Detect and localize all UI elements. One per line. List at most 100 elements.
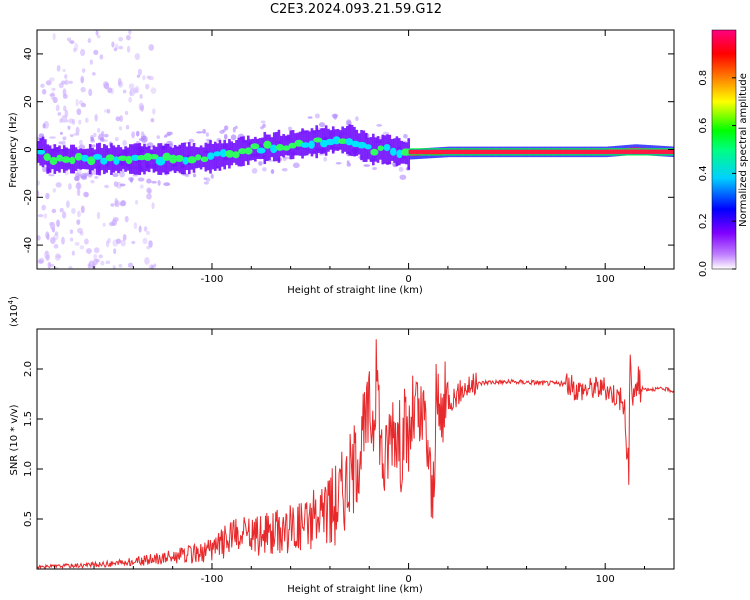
spectrogram-core-blob [105,154,115,162]
spectrogram-speckle [42,166,47,173]
spectrogram-speckle [205,132,209,137]
spectrogram-core-blob [250,143,260,150]
spectrogram-speckle [112,239,119,247]
spectrogram-speckle [125,125,130,130]
spectrogram-speckle [110,203,115,207]
spectrogram-speckle [87,38,92,44]
spectrogram-speckle [50,236,56,244]
spectrogram-core-blob [232,151,240,159]
spectrogram-speckle [136,74,141,78]
spectrogram-speckle [51,87,56,91]
spectrogram-speckle [138,102,144,111]
spectrogram-carrier-edge [408,148,674,150]
spectrogram-speckle [127,262,134,268]
spectrogram-speckle [132,87,139,94]
snr-x-tick-label: 100 [596,574,615,585]
spectrogram-speckle [98,254,103,259]
spectrogram-speckle [75,98,79,107]
spectrogram-core-blob [270,144,278,154]
spectrogram-core-blob [383,143,391,152]
spectrogram-speckle [69,40,75,45]
spectrogram-speckle [59,207,64,213]
spectrogram-speckle [65,119,69,123]
spectrogram-speckle [59,118,63,124]
spectrogram-core-blob [213,151,221,157]
spectrogram-speckle [166,131,173,136]
spectrogram-band [395,136,399,166]
spectrogram-speckle [133,222,138,230]
spectrogram-speckle [37,235,41,241]
spectrogram-speckle [192,173,197,178]
spectrogram-speckle [99,54,104,60]
snr-panel: -100 0 100 0.5 1.0 1.5 2.0 Height of straight … [7,296,675,595]
spectrogram-speckle [114,200,120,208]
spectrogram-speckle [128,96,133,103]
spectrogram-speckle [80,48,86,57]
spectrogram-speckle [96,127,101,133]
spectrogram-speckle [84,238,89,245]
spectrogram-speckle [71,250,75,256]
spectrogram-speckle [146,230,150,235]
spectrogram-speckle [112,173,119,178]
spectrogram-core-blob [308,140,315,149]
spectrogram-speckle [292,162,300,169]
spectrogram-speckle [64,79,69,86]
spectrogram-y-tick-label: -20 [23,189,34,205]
spectrogram-speckle [203,181,209,185]
spectrogram-speckle [52,188,57,193]
spectrogram-speckle [93,253,98,260]
spectrogram-speckle [195,131,203,134]
spectrogram-speckle [148,240,153,248]
spectrogram-speckle [346,160,350,164]
spectrogram-speckle [90,135,94,140]
spectrogram-speckle [38,257,45,264]
spectrogram-core-blob [80,154,89,162]
spectrogram-speckle [143,226,148,232]
spectrogram-speckle [37,259,44,264]
spectrogram-speckle [48,77,55,82]
spectrogram-speckle [44,250,49,255]
spectrogram-speckle [54,253,61,261]
spectrogram-speckle [61,140,66,146]
spectrogram-core-blob [364,144,372,150]
spectrogram-core-blob [37,149,46,155]
spectrogram-speckle [77,210,81,218]
spectrogram-speckle [45,254,50,261]
spectrogram-speckle [80,86,86,93]
spectrogram-core-blob [313,137,323,143]
spectrogram-speckle [128,176,135,182]
spectrogram-core-blob [56,154,64,162]
spectrogram-speckle [113,47,117,52]
spectrogram-speckle [151,180,157,184]
spectrogram-speckle [88,88,93,97]
spectrogram-speckle [140,135,147,140]
spectrogram-speckle [122,89,127,94]
spectrogram-speckle [75,126,80,135]
spectrogram-core-blob [256,147,266,154]
spectrogram-speckle [157,180,161,186]
spectrogram-speckle [94,114,98,122]
spectrogram-speckle [78,119,82,125]
spectrogram-speckle [132,174,138,177]
spectrogram-speckle [234,125,238,129]
snr-y-tick-label: 1.0 [23,461,34,477]
spectrogram-speckle [122,139,127,147]
spectrogram-core-blob [263,140,272,149]
spectrogram-speckle [148,76,154,81]
spectrogram-band [44,139,47,165]
snr-series-line [37,339,674,569]
spectrogram-speckle [45,192,50,200]
spectrogram-speckle [403,133,408,139]
spectrogram-speckle [210,173,214,179]
spectrogram-speckle [118,263,123,268]
spectrogram-speckle [258,161,263,166]
spectrogram-speckle [78,100,84,105]
spectrogram-speckle [185,173,189,176]
spectrogram-speckle [129,90,133,97]
spectrogram-speckle [73,132,80,136]
spectrogram-speckle [80,76,84,84]
spectrogram-speckle [69,237,74,242]
snr-frame [36,328,675,570]
snr-y-multiplier-exp: 4 [7,299,15,304]
spectrogram-speckle [114,136,119,142]
